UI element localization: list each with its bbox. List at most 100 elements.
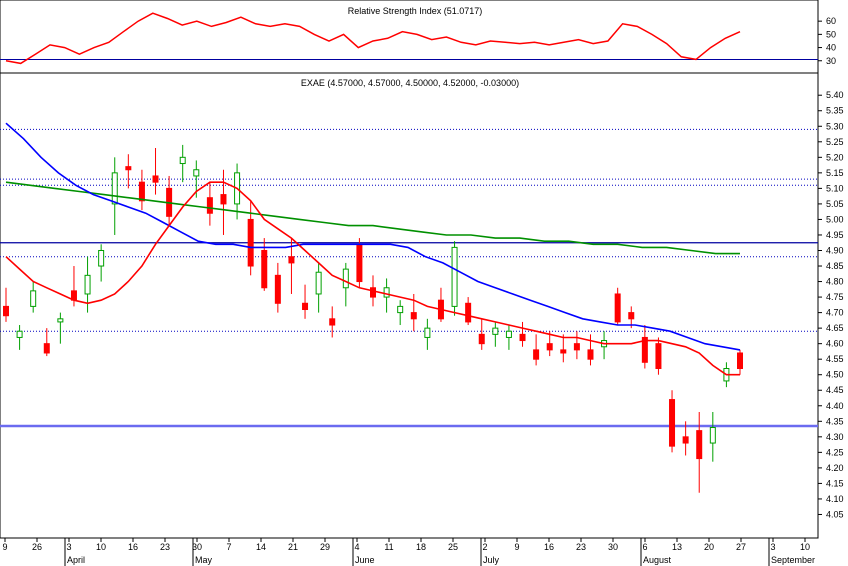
candle-body [696,430,703,460]
price-tick-label: 4.55 [826,354,844,364]
candle-body [492,327,499,335]
candle-body [478,333,485,345]
candle-body [573,343,580,351]
candle-body [152,175,159,183]
x-day-label: 18 [416,542,426,552]
x-day-label: 30 [192,542,202,552]
price-tick-label: 4.85 [826,261,844,271]
rsi-tick-label: 50 [826,29,836,39]
candle-body [329,318,336,326]
candle-body [16,330,23,338]
x-day-label: 4 [354,542,359,552]
price-tick-label: 4.40 [826,401,844,411]
price-tick-label: 4.75 [826,292,844,302]
candle-body [57,318,64,323]
candle-body [614,293,621,323]
price-tick-label: 5.25 [826,137,844,147]
x-day-label: 7 [226,542,231,552]
candle-body [505,330,512,338]
candle-body [220,194,227,205]
x-day-label: 23 [576,542,586,552]
x-month-label: September [771,555,815,565]
x-day-label: 13 [672,542,682,552]
x-day-label: 6 [642,542,647,552]
moving-average-line [5,122,741,351]
price-tick-label: 4.50 [826,370,844,380]
price-tick-label: 5.30 [826,121,844,131]
x-day-label: 26 [32,542,42,552]
x-month-label: April [67,555,85,565]
x-day-label: 11 [384,542,393,552]
x-day-label: 25 [448,542,458,552]
candle-body [560,349,567,354]
x-month-label: July [483,555,500,565]
x-day-label: 23 [160,542,170,552]
price-axis-ticks: 5.40 5.35 5.30 5.25 5.20 5.15 5.10 5.05 5.00 4.95… [818,90,844,519]
candle-body [424,327,431,338]
price-tick-label: 5.20 [826,152,844,162]
price-tick-label: 4.70 [826,308,844,318]
price-tick-label: 4.60 [826,339,844,349]
x-day-label: 21 [288,542,298,552]
x-day-label: 16 [544,542,554,552]
candle-body [179,156,186,165]
price-title: EXAE (4.57000, 4.57000, 4.50000, 4.52000… [301,78,519,88]
candle-body [98,249,105,267]
x-day-label: 30 [608,542,618,552]
x-day-label: 3 [770,542,775,552]
candle-body [383,287,390,298]
candle-body [111,172,118,205]
price-tick-label: 5.10 [826,183,844,193]
candle-body [370,287,376,298]
x-day-label: 9 [514,542,519,552]
candle-body [682,436,689,444]
candle-body [193,169,200,177]
x-axis-month-labels: April May June July August September [64,538,815,566]
price-tick-label: 4.30 [826,432,844,442]
candle-body [641,336,648,363]
candle-body [465,302,472,323]
moving-average-line [5,181,740,255]
price-tick-label: 4.80 [826,277,844,287]
x-day-label: 27 [736,542,746,552]
rsi-tick-label: 40 [826,43,836,53]
candle-body [451,246,458,307]
candle-body [274,274,281,304]
candle-body [737,352,743,370]
x-day-label: 20 [704,542,714,552]
price-tick-label: 5.35 [826,106,844,116]
price-tick-label: 4.35 [826,416,844,426]
price-tick-label: 5.15 [826,168,844,178]
candle-body [302,302,309,310]
candle-body [3,305,9,317]
x-month-label: June [355,555,375,565]
rsi-axis-ticks: 60 50 40 30 [818,16,836,66]
price-tick-label: 4.65 [826,323,844,333]
price-panel-frame [0,72,819,539]
candle-body [288,256,295,264]
price-tick-label: 4.95 [826,230,844,240]
candle-body [519,333,526,342]
rsi-tick-label: 60 [826,16,836,26]
x-day-label: 10 [96,542,106,552]
rsi-line [5,12,741,65]
candle-body [669,399,676,447]
x-day-label: 2 [482,542,487,552]
reference-lines [0,128,818,428]
candle-body [261,249,268,289]
candle-body [138,181,145,202]
rsi-title: Relative Strength Index (51.0717) [348,6,483,16]
candle-body [410,312,417,320]
price-tick-label: 4.45 [826,385,844,395]
moving-averages [5,122,741,376]
candle-body [43,343,50,354]
price-tick-label: 4.90 [826,245,844,255]
x-day-label: 3 [66,542,71,552]
x-day-label: 14 [256,542,266,552]
price-tick-label: 5.05 [826,199,844,209]
x-day-label: 16 [128,542,138,552]
price-tick-label: 4.10 [826,494,844,504]
candle-body [587,349,594,360]
candle-body [247,218,254,267]
